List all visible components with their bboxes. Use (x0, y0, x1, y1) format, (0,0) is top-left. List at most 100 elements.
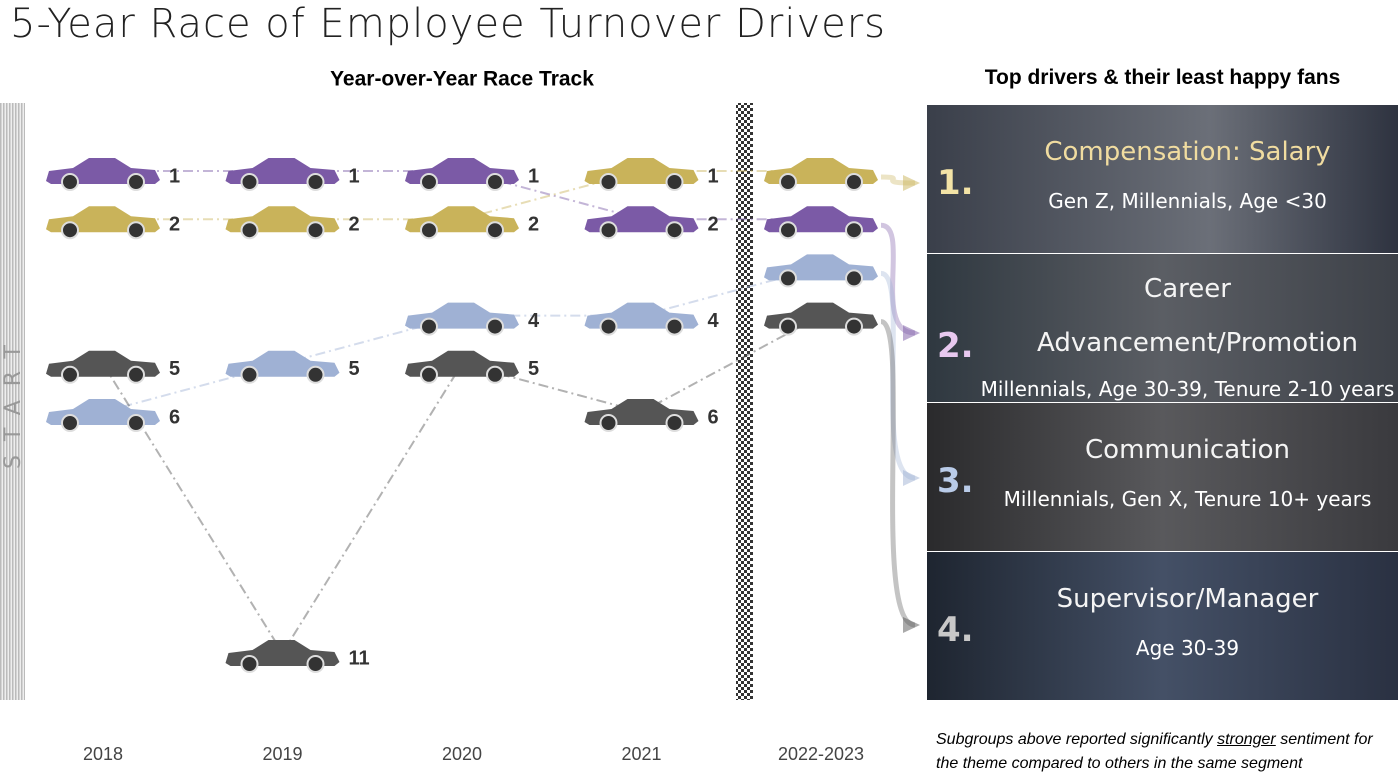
panel-theme: Supervisor/Manager (1056, 584, 1319, 614)
car (764, 302, 878, 336)
car-wheel (599, 317, 618, 336)
driver-panel: 3. Communication Millennials, Gen X, Tenur… (927, 403, 1398, 551)
footnote: Subgroups above reported significantly s… (936, 728, 1391, 776)
car-wheel (845, 221, 863, 240)
car (584, 302, 699, 336)
car (46, 206, 160, 240)
rank-label: 4 (528, 310, 540, 332)
car (46, 399, 160, 432)
car-wheel (845, 173, 863, 191)
rank-label: 11 (349, 647, 370, 669)
panel-rank: 3. (937, 461, 974, 501)
car-wheel (599, 173, 618, 191)
car (764, 206, 878, 240)
rank-label: 5 (528, 358, 539, 380)
car-wheel (306, 655, 325, 673)
car (764, 254, 878, 288)
car-wheel (127, 221, 145, 240)
car-wheel (779, 269, 797, 288)
car-wheel (240, 655, 259, 673)
rank-label: 1 (708, 165, 719, 187)
arrow (879, 319, 916, 628)
x-tick-label: 2022-2023 (778, 744, 864, 764)
car-wheel (599, 414, 618, 432)
arrow-head (903, 617, 920, 633)
rank-label: 5 (169, 358, 180, 380)
car (225, 350, 340, 384)
rank-label: 1 (349, 165, 360, 187)
x-tick-label: 2018 (83, 744, 123, 764)
footnote-emphasis: stronger (1217, 731, 1276, 748)
arrow (880, 222, 916, 336)
panel-rank: 2. (937, 326, 974, 366)
driver-panel: 2. Career Advancement/Promotion Millennial… (927, 254, 1398, 402)
car-wheel (420, 317, 438, 336)
page-title: 5-Year Race of Employee Turnover Drivers (10, 1, 887, 47)
car-wheel (240, 365, 259, 384)
footnote-text: sentiment for the theme compared to othe… (936, 731, 1373, 772)
car (584, 206, 699, 240)
car (225, 158, 340, 191)
start-strip (0, 103, 25, 700)
rank-label: 4 (708, 310, 720, 332)
panel-theme: Compensation: Salary (1044, 137, 1331, 167)
driver-panel: 1. Compensation: Salary Gen Z, Millennials… (927, 105, 1398, 253)
x-tick-label: 2020 (442, 744, 482, 764)
car (46, 350, 160, 384)
connector-line (103, 170, 821, 221)
car-wheel (486, 317, 504, 336)
rank-label: 2 (528, 213, 539, 235)
car (405, 206, 519, 240)
car-wheel (486, 173, 504, 191)
arrow-head (903, 325, 920, 341)
car-wheel (61, 221, 79, 240)
car-wheel (845, 317, 863, 336)
panel-groups: Age 30-39 (1135, 636, 1240, 660)
car-wheel (306, 221, 325, 240)
car (584, 399, 699, 432)
panel-theme: Career Advancement/Promotion (1037, 274, 1358, 358)
car-wheel (420, 173, 438, 191)
panel-title: Top drivers & their least happy fans (984, 66, 1341, 89)
car-wheel (306, 365, 325, 384)
car-wheel (61, 414, 79, 432)
car-wheel (127, 365, 145, 384)
rank-label: 2 (349, 213, 360, 235)
car (225, 640, 340, 673)
car-wheel (61, 173, 79, 191)
rank-label: 5 (349, 358, 360, 380)
car-wheel (486, 221, 504, 240)
panel-groups: Millennials, Age 30-39, Tenure 2-10 year… (980, 377, 1395, 401)
rank-label: 6 (169, 406, 180, 428)
x-tick-label: 2021 (621, 744, 661, 764)
rank-label: 6 (708, 406, 719, 428)
rank-label: 1 (528, 165, 539, 187)
car-wheel (306, 173, 325, 191)
connector-line (102, 266, 822, 413)
panel-rank: 4. (937, 610, 974, 650)
rank-label: 2 (708, 213, 719, 235)
car-wheel (486, 365, 504, 384)
car (405, 158, 519, 191)
car-wheel (665, 221, 684, 240)
chart-title: Year-over-Year Race Track (330, 68, 594, 91)
car-wheel (779, 221, 797, 240)
car-wheel (127, 414, 145, 432)
car-wheel (240, 221, 259, 240)
car-wheel (420, 221, 438, 240)
car (46, 158, 160, 191)
panel-theme: Communication (1085, 435, 1290, 465)
car-wheel (127, 173, 145, 191)
arrow-head (903, 175, 920, 191)
connector-line (103, 170, 821, 221)
car-wheel (779, 317, 797, 336)
car (584, 158, 699, 191)
car-wheel (779, 173, 797, 191)
rank-label: 1 (169, 165, 180, 187)
footnote-text: Subgroups above reported significantly (936, 731, 1218, 748)
car (225, 206, 340, 240)
car-wheel (665, 414, 684, 432)
arrow (880, 270, 916, 481)
